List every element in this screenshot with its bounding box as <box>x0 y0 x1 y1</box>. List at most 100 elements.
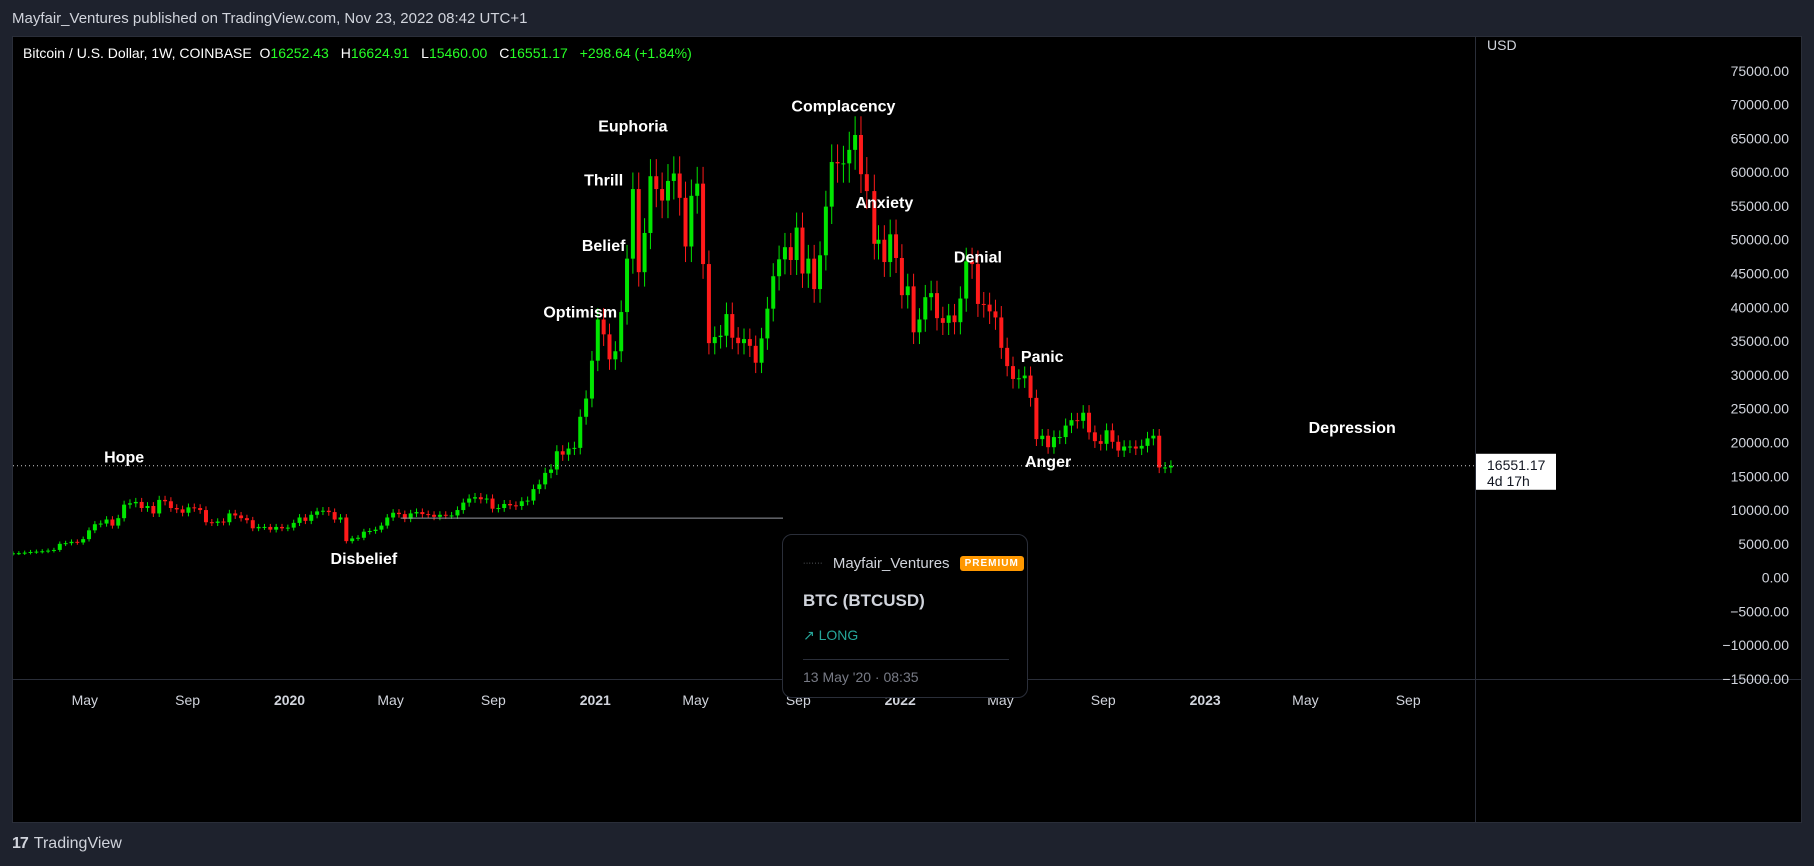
candle-body <box>765 308 770 339</box>
candle-body <box>1016 378 1021 380</box>
candle-body <box>198 508 203 511</box>
candle-body <box>122 504 127 519</box>
candle-body <box>356 537 361 539</box>
candle-body <box>747 339 752 346</box>
candle-body <box>1139 445 1144 449</box>
candle-body <box>975 264 980 304</box>
tradingview-logo[interactable]: 17 TradingView <box>12 835 122 853</box>
candle-body <box>987 304 992 312</box>
candle-body <box>940 318 945 323</box>
candle-body <box>864 174 869 192</box>
author-avatar: ······· <box>803 560 823 567</box>
candle-body <box>110 519 115 526</box>
tradingview-logo-text: TradingView <box>33 835 122 852</box>
candle-body <box>829 162 834 207</box>
y-tick-label: 70000.00 <box>1731 97 1790 113</box>
candle-body <box>437 514 442 517</box>
author-name[interactable]: Mayfair_Ventures <box>832 555 950 572</box>
candle-body <box>818 255 823 290</box>
candle-body <box>753 345 758 363</box>
candle-body <box>718 335 723 338</box>
candle-body <box>1046 435 1051 448</box>
candle-body <box>16 553 21 555</box>
candle-body <box>519 501 524 506</box>
candle-body <box>853 134 858 150</box>
candle-body <box>186 507 191 513</box>
candle-body <box>554 451 559 470</box>
phase-annotation: Euphoria <box>598 119 667 136</box>
x-tick-label: 2021 <box>580 692 611 708</box>
candle-body <box>671 173 676 181</box>
candle-body <box>923 297 928 320</box>
candle-body <box>894 234 899 258</box>
idea-date: 13 May '20 · 08:35 <box>803 669 919 685</box>
candle-body <box>636 189 641 273</box>
y-tick-label: 10000.00 <box>1731 502 1790 518</box>
candle-body <box>771 276 776 309</box>
candle-body <box>116 518 121 526</box>
candle-body <box>1127 446 1132 448</box>
y-tick-label: 25000.00 <box>1731 401 1790 417</box>
candle-body <box>543 472 548 485</box>
candle-body <box>835 162 840 164</box>
tradingview-logo-icon: 17 <box>12 835 29 852</box>
open-value: 16252.43 <box>270 45 329 61</box>
price-chart[interactable]: USD −15000.00 −10000.00 −5000.00 0.00 5000.00… <box>13 37 1801 822</box>
y-tick-label: 75000.00 <box>1731 63 1790 79</box>
candle-body <box>619 312 624 352</box>
candle-body <box>999 317 1004 348</box>
top-bar: Mayfair_Ventures published on TradingVie… <box>0 0 1814 36</box>
candle-body <box>22 552 27 554</box>
candle-body <box>1022 375 1027 379</box>
candle-body <box>1011 366 1016 379</box>
phase-annotation: Denial <box>954 250 1002 267</box>
candle-body <box>221 521 226 523</box>
candle-body <box>946 315 951 323</box>
candle-body <box>958 298 963 323</box>
currency-label: USD <box>1487 37 1517 53</box>
candle-body <box>1034 397 1039 440</box>
x-tick-label: Sep <box>1091 692 1116 708</box>
candle-body <box>227 513 232 523</box>
high-value: 16624.91 <box>350 45 410 61</box>
candle-body <box>683 197 688 247</box>
candle-body <box>233 513 238 516</box>
candle-body <box>174 508 179 510</box>
candle-body <box>309 514 314 521</box>
candle-body <box>589 360 594 399</box>
x-tick-label: May <box>1292 692 1318 708</box>
candle-body <box>163 499 168 502</box>
idea-card[interactable]: ······· Mayfair_Ventures PREMIUM BTC (BT… <box>782 534 1028 698</box>
footer-bar: 17 TradingView <box>0 823 1814 866</box>
candle-body <box>315 511 320 515</box>
high-label: H <box>340 45 351 61</box>
y-tick-label: 65000.00 <box>1731 130 1790 146</box>
candle-body <box>630 189 635 259</box>
x-tick-label: Sep <box>1396 692 1421 708</box>
candle-body <box>1069 420 1074 426</box>
candle-body <box>461 502 466 511</box>
candle-body <box>1040 435 1045 440</box>
candle-body <box>1151 435 1156 439</box>
candle-body <box>297 517 302 523</box>
candle-body <box>280 526 285 529</box>
candle-body <box>432 514 437 517</box>
y-tick-label: 50000.00 <box>1731 232 1790 248</box>
phase-annotation: Optimism <box>543 304 617 321</box>
candle-body <box>934 293 939 319</box>
chart-panel[interactable]: Bitcoin / U.S. Dollar, 1W, COINBASE O162… <box>12 36 1802 823</box>
candle-body <box>332 512 337 520</box>
phase-annotation: Disbelief <box>331 551 398 568</box>
candle-body <box>496 508 501 510</box>
candle-body <box>449 515 454 517</box>
candle-body <box>782 247 787 260</box>
x-tick-label: 2020 <box>274 692 305 708</box>
candle-body <box>677 173 682 198</box>
candle-body <box>1157 435 1162 468</box>
candle-body <box>970 261 975 265</box>
candle-body <box>75 541 80 543</box>
candle-body <box>1122 446 1127 451</box>
last-price-label: 16551.17 <box>1487 457 1546 473</box>
candle-body <box>1005 347 1010 367</box>
candle-body <box>46 550 51 552</box>
